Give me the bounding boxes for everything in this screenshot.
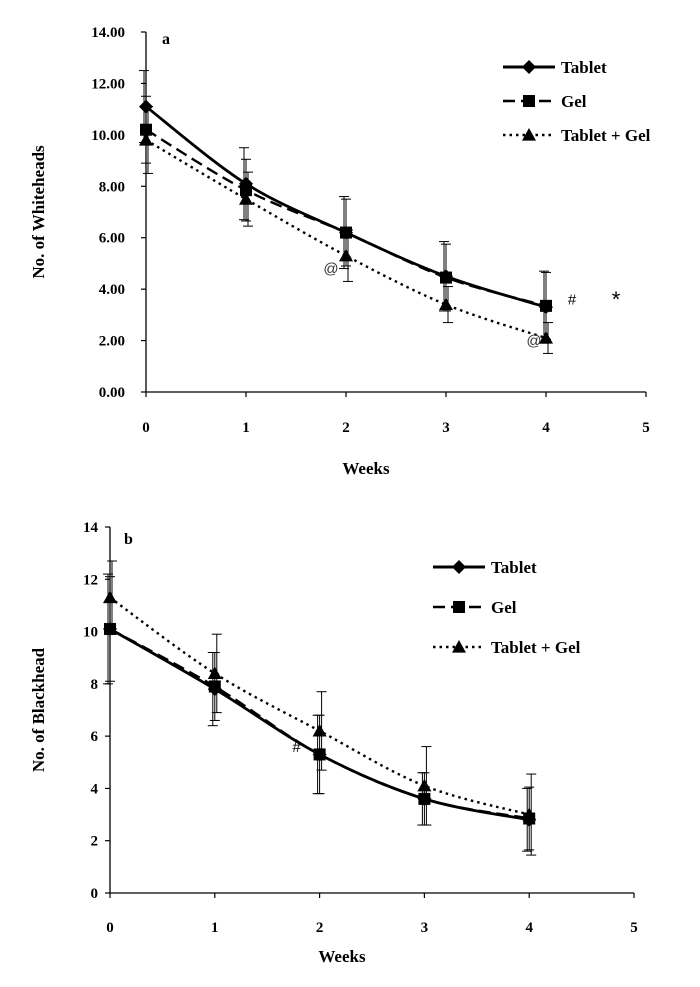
series-tablet-gel (103, 560, 537, 856)
legend-marker (452, 640, 466, 653)
data-point (439, 297, 453, 311)
y-tick-label: 2 (91, 834, 99, 850)
legend-marker (453, 601, 465, 613)
panel-label: a (162, 31, 170, 48)
significance-annotation: @ (526, 333, 541, 350)
legend-marker (452, 560, 466, 574)
x-tick-label: 0 (106, 920, 114, 936)
data-point (539, 331, 553, 344)
data-point (208, 680, 221, 693)
data-point (207, 666, 222, 679)
data-point (139, 133, 153, 146)
x-axis-title: Weeks (342, 459, 390, 478)
x-tick-label: 4 (542, 420, 550, 436)
y-tick-label: 8.00 (99, 179, 125, 195)
legend-label: Tablet + Gel (491, 638, 581, 657)
x-tick-label: 5 (630, 920, 638, 936)
significance-annotation: @ (323, 261, 338, 278)
y-tick-label: 10.00 (91, 128, 125, 144)
y-tick-label: 2.00 (99, 334, 125, 350)
data-point (339, 248, 353, 262)
data-point (140, 123, 152, 136)
data-point (103, 590, 117, 604)
y-axis-title: No. of Whiteheads (29, 145, 48, 279)
y-tick-label: 6.00 (99, 231, 125, 247)
series-gel (140, 95, 552, 340)
legend-label: Tablet (561, 58, 607, 77)
x-tick-label: 2 (316, 920, 324, 936)
panel-label: b (124, 531, 133, 548)
x-tick-label: 1 (211, 920, 219, 936)
data-point (239, 192, 253, 205)
y-tick-label: 4.00 (99, 282, 125, 298)
data-point (417, 778, 432, 792)
series-tablet-gel (139, 106, 553, 354)
y-tick-label: 4 (91, 781, 99, 797)
series-line (145, 138, 547, 340)
y-tick-label: 14.00 (91, 25, 125, 41)
y-tick-label: 12.00 (91, 76, 125, 92)
y-tick-label: 6 (91, 729, 99, 745)
data-point (418, 792, 431, 805)
legend-label: Tablet + Gel (561, 126, 651, 145)
x-tick-label: 3 (421, 920, 429, 936)
series-gel (104, 576, 536, 851)
data-point (340, 226, 352, 239)
y-tick-label: 8 (91, 677, 99, 693)
data-point (104, 622, 116, 635)
x-tick-label: 1 (242, 420, 250, 436)
data-point (313, 748, 326, 761)
data-point (240, 184, 252, 197)
y-tick-label: 14 (83, 520, 99, 536)
y-axis-title: No. of Blackhead (29, 647, 48, 772)
significance-annotation: # (568, 292, 577, 309)
legend-marker (523, 95, 535, 107)
legend-marker (522, 60, 536, 74)
y-tick-label: 12 (83, 572, 98, 588)
data-point (440, 271, 452, 284)
chart-whiteheads: 0.00 2.00 4.00 6.00 8.00 10.00 12.00 14.00 0 1 2 3 4… (29, 25, 651, 478)
data-point (522, 807, 537, 821)
data-point (540, 299, 552, 312)
y-tick-label: 10 (83, 625, 98, 641)
legend: Tablet Gel Tablet + Gel (433, 558, 581, 657)
y-tick-label: 0.00 (99, 385, 125, 401)
legend: Tablet Gel Tablet + Gel (503, 58, 651, 145)
legend-marker (522, 128, 536, 141)
data-point (312, 723, 327, 737)
x-tick-label: 2 (342, 420, 350, 436)
x-tick-label: 3 (442, 420, 450, 436)
x-tick-label: 4 (525, 920, 533, 936)
legend-label: Gel (491, 598, 517, 617)
x-tick-label: 0 (142, 420, 150, 436)
significance-annotation: # (292, 739, 301, 756)
significance-annotation: * (612, 287, 621, 312)
x-axis-title: Weeks (318, 947, 366, 966)
y-tick-label: 0 (91, 886, 99, 902)
legend-label: Tablet (491, 558, 537, 577)
x-tick-label: 5 (642, 420, 650, 436)
legend-label: Gel (561, 92, 587, 111)
